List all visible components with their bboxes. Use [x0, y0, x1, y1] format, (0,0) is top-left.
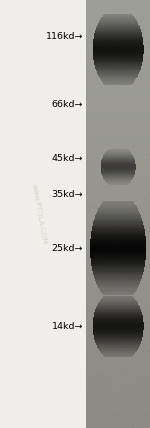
Text: 116kd→: 116kd→: [46, 32, 83, 41]
Text: 66kd→: 66kd→: [52, 100, 83, 110]
Text: 35kd→: 35kd→: [52, 190, 83, 199]
Text: 45kd→: 45kd→: [52, 154, 83, 163]
Text: 25kd→: 25kd→: [52, 244, 83, 253]
Text: www.PTGLA.COM: www.PTGLA.COM: [31, 183, 47, 245]
Text: 14kd→: 14kd→: [52, 321, 83, 331]
